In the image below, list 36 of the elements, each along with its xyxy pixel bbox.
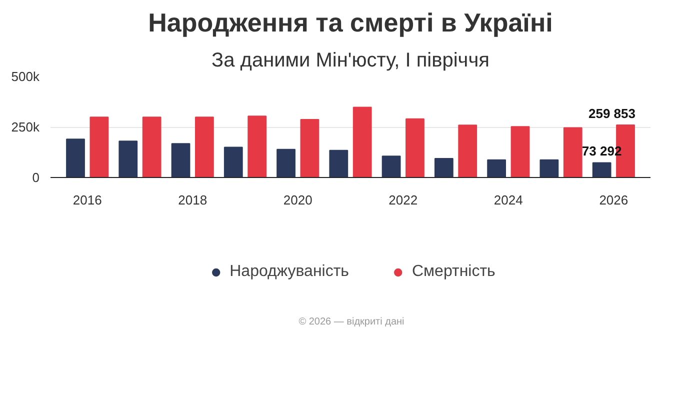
bar: [458, 124, 478, 178]
legend-label: Народжуваність: [230, 263, 349, 281]
bar: [487, 159, 506, 178]
bar: [406, 118, 424, 178]
bar: [224, 146, 243, 178]
x-tick-label: 2026: [599, 192, 628, 208]
x-tick-label: 2018: [178, 192, 208, 208]
y-tick-label: 500k: [11, 69, 40, 84]
y-tick-label: 250k: [11, 120, 40, 134]
bar: [90, 116, 109, 178]
text: © 2026 — відкриті дані: [298, 316, 404, 328]
bar: [382, 156, 401, 178]
bar: [276, 148, 296, 178]
bar: [352, 106, 372, 178]
bar: [118, 140, 138, 178]
x-tick-label: 2016: [72, 192, 102, 208]
bar: [248, 116, 267, 178]
bar: [195, 116, 214, 178]
y-tick-label: 0: [32, 170, 40, 185]
legend-label: Смертність: [412, 263, 496, 281]
chart-subtitle: За даними Мін'юсту, І півріччя: [212, 50, 490, 72]
bar: [300, 119, 320, 178]
x-tick-label: 2024: [494, 192, 523, 208]
bar: [329, 150, 348, 178]
bar: [142, 116, 162, 178]
bar: [66, 138, 85, 178]
bar: [510, 126, 530, 178]
bar: [434, 158, 454, 178]
chart-title: Народження та смерті в Україні: [148, 8, 553, 38]
bar: [171, 143, 190, 178]
x-tick-label: 2020: [283, 192, 312, 208]
bar: [563, 127, 582, 178]
bar: [592, 162, 612, 178]
data-label: 259 853: [588, 106, 636, 122]
x-tick-label: 2022: [388, 192, 418, 208]
bar: [540, 159, 559, 178]
